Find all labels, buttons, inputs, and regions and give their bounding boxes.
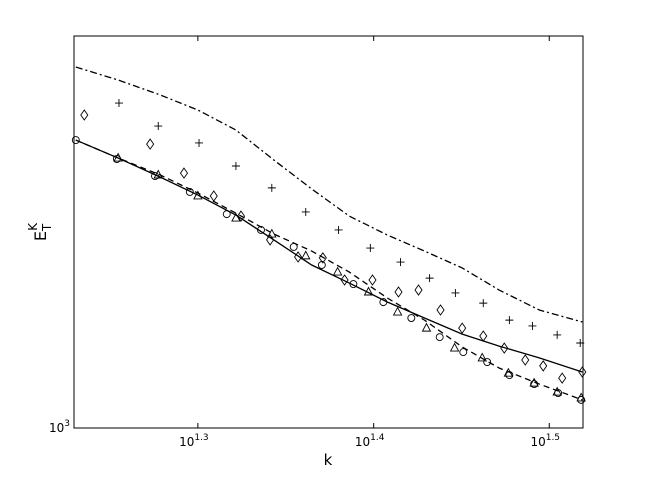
marker-triangle: [392, 306, 403, 316]
marker-triangle: [301, 250, 311, 260]
marker-plus: [267, 183, 276, 192]
marker-diamond: [318, 252, 327, 264]
marker-circle: [151, 172, 159, 181]
marker-triangle: [529, 377, 539, 387]
marker-diamond: [80, 109, 89, 121]
marker-triangle: [363, 286, 374, 296]
marker-triangle: [576, 392, 586, 402]
marker-triangle: [153, 169, 163, 179]
marker-plus: [479, 299, 488, 308]
x-tick-base: 10: [355, 435, 370, 449]
marker-plus: [114, 99, 123, 108]
marker-plus: [451, 288, 460, 297]
marker-diamond: [500, 342, 509, 354]
marker-diamond: [340, 274, 349, 286]
marker-diamond: [368, 274, 377, 286]
marker-diamond: [479, 330, 488, 342]
marker-circle: [379, 298, 388, 307]
x-tick-exponent: 1.3: [194, 433, 208, 443]
y-axis-label-sup: K: [26, 222, 40, 231]
y-tick-label: 103: [49, 419, 70, 435]
y-axis-label: ETK: [26, 222, 54, 241]
x-tick-label: 101.5: [530, 433, 560, 449]
y-tick-base: 10: [49, 421, 64, 435]
marker-plus: [231, 161, 240, 170]
marker-diamond: [209, 190, 218, 202]
series-line: [75, 139, 583, 373]
marker-circle: [435, 333, 444, 342]
marker-diamond: [578, 366, 587, 378]
marker-plus: [505, 316, 514, 325]
plot-frame: [73, 35, 584, 429]
marker-circle: [289, 243, 298, 251]
marker-triangle: [113, 152, 123, 162]
y-axis-label-sub: T: [40, 223, 54, 232]
marker-diamond: [521, 354, 530, 366]
x-tick-exponent: 1.4: [370, 433, 385, 443]
marker-diamond: [146, 138, 155, 150]
marker-plus: [334, 225, 343, 234]
marker-circle: [222, 210, 231, 219]
marker-plus: [528, 321, 537, 330]
marker-triangle: [231, 212, 241, 222]
marker-circle: [71, 136, 80, 145]
y-axis-label-base: E: [31, 231, 50, 241]
marker-diamond: [558, 372, 567, 384]
marker-diamond: [266, 234, 275, 246]
marker-triangle: [449, 342, 460, 352]
marker-plus: [425, 274, 434, 283]
y-tick-exponent: 3: [64, 419, 70, 429]
x-axis-label: k: [324, 451, 333, 469]
marker-plus: [154, 122, 163, 131]
marker-plus: [576, 338, 585, 347]
marker-diamond: [436, 304, 445, 316]
x-tick-base: 10: [179, 435, 194, 449]
marker-circle: [257, 226, 265, 234]
marker-triangle: [477, 352, 487, 362]
marker-diamond: [179, 167, 189, 179]
series-line: [75, 139, 583, 401]
marker-plus: [366, 244, 375, 253]
marker-diamond: [236, 210, 246, 222]
marker-plus: [396, 258, 405, 267]
marker-circle: [349, 280, 358, 288]
marker-diamond: [394, 286, 403, 298]
marker-circle: [505, 371, 514, 379]
marker-triangle: [267, 228, 277, 238]
marker-circle: [530, 380, 539, 389]
series-line: [75, 66, 583, 323]
marker-plus: [553, 330, 562, 339]
x-tick-label: 101.3: [179, 433, 209, 449]
x-tick-exponent: 1.5: [546, 433, 560, 443]
marker-plus: [301, 207, 310, 216]
x-tick-label: 101.4: [355, 433, 385, 449]
marker-triangle: [552, 386, 562, 396]
marker-triangle: [503, 367, 514, 377]
marker-diamond: [414, 284, 423, 296]
marker-circle: [185, 187, 194, 196]
marker-circle: [112, 155, 121, 163]
marker-diamond: [294, 251, 303, 263]
marker-circle: [459, 348, 468, 357]
marker-diamond: [458, 322, 467, 334]
marker-diamond: [539, 360, 548, 372]
marker-circle: [407, 314, 416, 322]
marker-triangle: [193, 190, 203, 200]
x-tick-base: 10: [530, 435, 545, 449]
marker-circle: [317, 261, 326, 269]
marker-triangle: [421, 322, 432, 332]
marker-triangle: [332, 266, 343, 276]
marker-plus: [195, 138, 204, 147]
